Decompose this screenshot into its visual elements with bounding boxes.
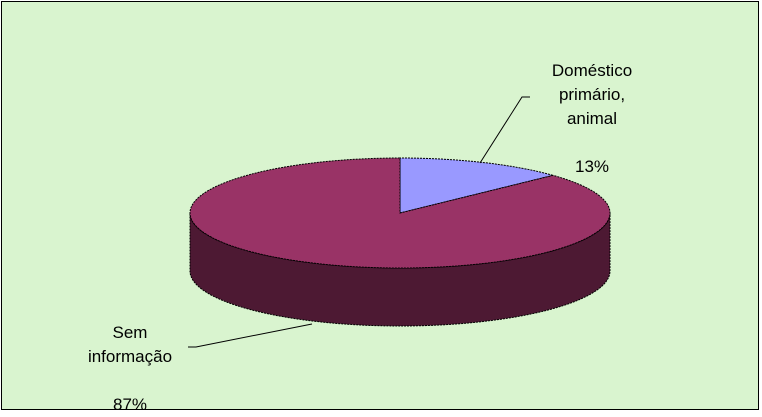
slice-category-label: Sem informação xyxy=(88,323,172,366)
leader-line xyxy=(188,324,312,347)
slice-category-label: Doméstico primário, animal xyxy=(552,61,632,128)
slice-percent-label: 87% xyxy=(113,395,147,414)
slice-label-sem-informacao: Sem informação 87% xyxy=(60,297,200,417)
slice-percent-label: 13% xyxy=(575,157,609,176)
slice-label-domestico: Doméstico primário, animal 13% xyxy=(522,35,662,179)
chart-area: Doméstico primário, animal 13% Sem infor… xyxy=(1,1,759,410)
